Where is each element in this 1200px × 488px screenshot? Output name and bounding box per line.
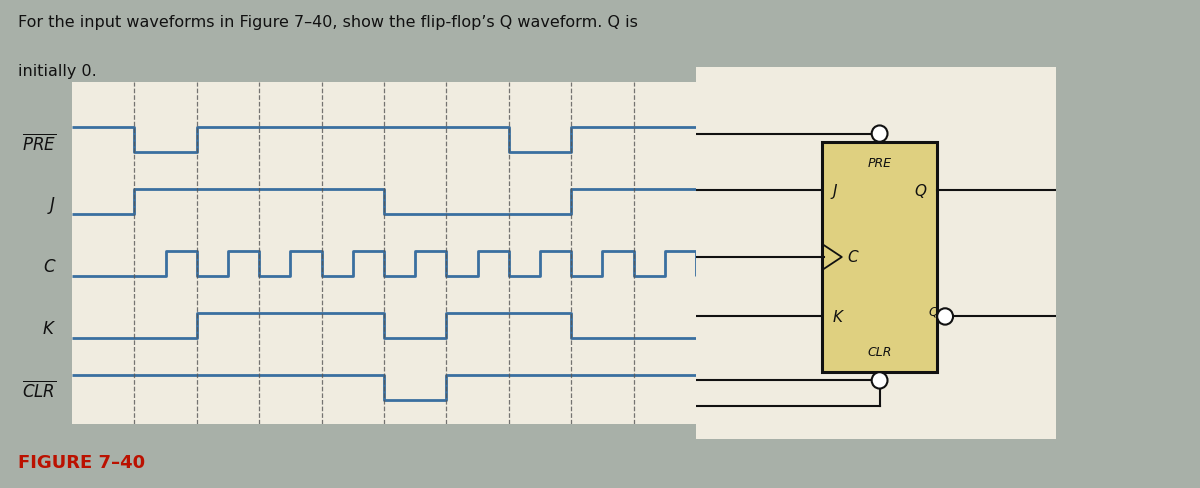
Text: Q: Q <box>928 305 938 318</box>
Text: J: J <box>833 183 838 198</box>
Text: $\mathit{J}$: $\mathit{J}$ <box>47 194 56 215</box>
Text: Q: Q <box>914 183 926 198</box>
Text: $\mathit{C}$: $\mathit{C}$ <box>43 258 56 276</box>
Text: PRE: PRE <box>868 157 892 169</box>
Circle shape <box>937 308 953 325</box>
Text: FIGURE 7–40: FIGURE 7–40 <box>18 453 145 471</box>
Text: For the input waveforms in Figure 7–40, show the flip-flop’s Q waveform. Q is: For the input waveforms in Figure 7–40, … <box>18 15 638 30</box>
Text: CLR: CLR <box>868 346 892 359</box>
Text: $\mathit{K}$: $\mathit{K}$ <box>42 319 56 337</box>
Circle shape <box>871 372 888 389</box>
Circle shape <box>871 126 888 142</box>
Text: C: C <box>847 250 858 265</box>
Text: initially 0.: initially 0. <box>18 63 97 79</box>
Text: $\overline{\mathit{CLR}}$: $\overline{\mathit{CLR}}$ <box>22 380 56 401</box>
Text: $\overline{\mathit{PRE}}$: $\overline{\mathit{PRE}}$ <box>23 133 56 154</box>
Bar <box>822 142 937 372</box>
Text: K: K <box>833 309 842 325</box>
